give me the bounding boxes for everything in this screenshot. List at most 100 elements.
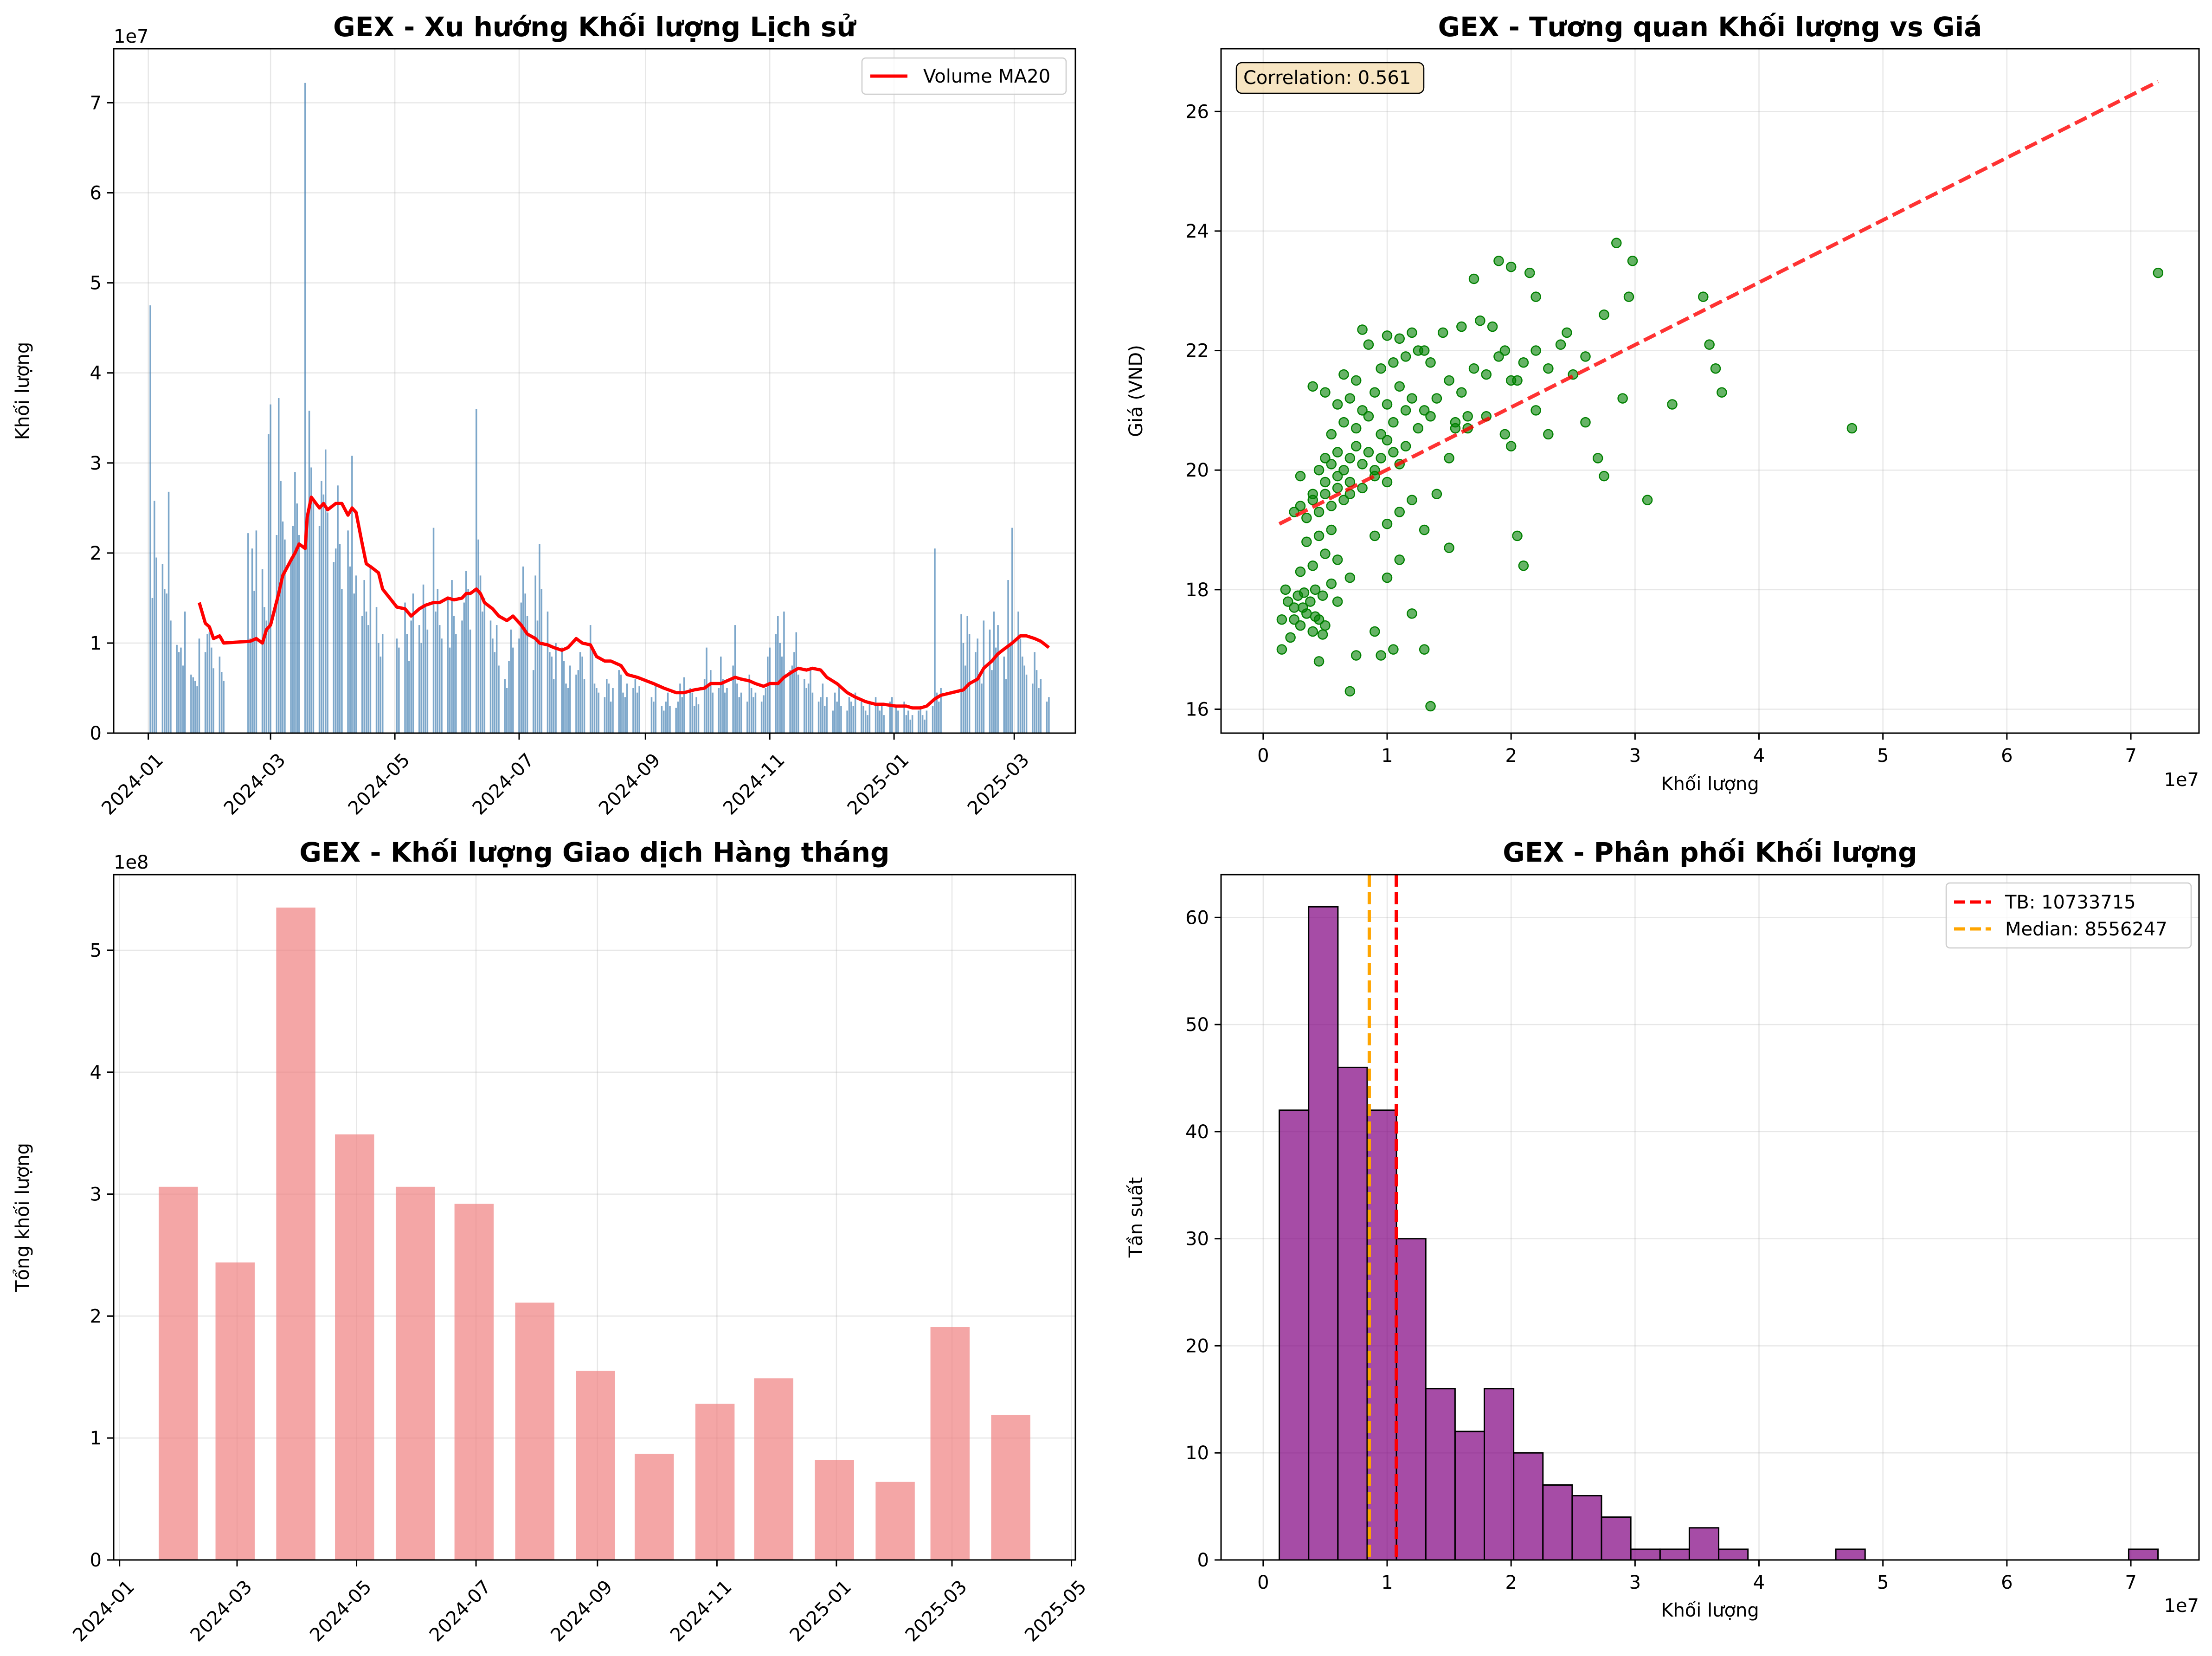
volume-bar [718,688,720,733]
scatter-point [1307,626,1318,637]
volume-bar [451,580,453,733]
scatter-point [1444,375,1454,386]
scatter-point [1437,327,1448,338]
volume-bar [539,544,540,733]
scatter-point [1580,351,1591,362]
scatter-point [1717,387,1727,398]
volume-bar [223,681,225,733]
x-tick-label: 2024-09 [547,1576,617,1646]
monthly-volume-chart: 0 1 2 3 4 5 2024-01 2024-03 2024-05 2024-07 2024-0… [12,837,1091,1646]
histogram-bar [1542,1484,1573,1561]
volume-bar [432,528,435,733]
volume-bar [875,697,877,733]
monthly-bar [395,1186,435,1560]
volume-bar [810,670,811,733]
scatter-point [1710,363,1721,374]
volume-bar [522,566,524,733]
volume-bar [565,683,567,733]
volume-bar [426,629,429,733]
scatter-point [1285,632,1296,643]
volume-bar [767,657,769,733]
volume-bar [381,634,384,733]
volume-bar [653,702,655,733]
volume-bar [608,683,610,733]
volume-bar [361,616,363,733]
volume-bar [447,598,449,733]
scatter-point [1350,650,1362,661]
histogram-bar [1601,1516,1632,1561]
chart-title: GEX - Khối lượng Giao dịch Hàng tháng [299,837,889,868]
volume-bar [1011,528,1013,733]
volume-bar [577,670,579,733]
volume-bar [712,692,714,733]
scatter-point [1382,518,1393,529]
volume-bar [396,638,398,733]
y-tick-label: 6 [90,183,102,204]
volume-bar [791,665,793,733]
histogram-bar [1454,1430,1485,1561]
volume-bar [438,625,441,733]
scatter-point [1400,441,1411,451]
scatter-point [1580,417,1591,428]
volume-bar [589,625,592,733]
volume-bar [219,657,221,733]
scatter-point [1320,489,1331,499]
volume-bar [265,620,268,733]
volume-bar [339,544,341,733]
scatter-point [1394,507,1405,517]
scatter-point [1338,369,1349,380]
volume-bar [795,632,797,733]
x-tick-label: 2024-07 [425,1576,495,1646]
volume-bar [420,643,422,733]
x-tick-label: 1 [1381,1572,1393,1593]
volume-bar [532,670,534,733]
volume-bar [832,710,834,733]
volume-bar [977,638,978,733]
monthly-bar [276,907,315,1560]
volume-bar [783,611,785,733]
x-tick-label: 5 [1877,745,1889,767]
y-tick-label: 7 [90,92,102,114]
y-tick-label: 26 [1185,101,1209,122]
scatter-point [2153,267,2164,278]
volume-bar [675,708,677,733]
volume-bar [465,571,467,733]
volume-bar [732,665,734,733]
volume-bar [695,697,697,733]
histogram-bar [1425,1388,1456,1561]
legend-label-median: Median: 8556247 [2005,919,2167,940]
scatter-point [1307,561,1318,571]
volume-bar [634,679,637,733]
volume-bar [264,607,265,733]
volume-bar [337,485,339,733]
scatter-point [1332,470,1343,482]
scatter-point [1276,644,1287,655]
scatter-point [1623,291,1634,302]
volume-bar [710,670,712,733]
volume-bar [918,710,920,733]
histogram-bar [1630,1548,1661,1561]
scatter-point [1310,584,1321,595]
volume-bar [184,611,186,733]
volume-bar [268,434,270,733]
volume-bar [960,614,962,733]
volume-history-chart: 0 1 2 3 4 5 6 7 2024-01 2024-03 2024-05 2024-07 2024… [12,11,1076,819]
scatter-point [1357,483,1368,494]
volume-bar [569,665,571,733]
scatter-point [1524,267,1535,278]
x-tick-label: 6 [2001,745,2013,767]
volume-bar [170,620,172,733]
x-tick-label: 2025-03 [901,1576,971,1646]
scatter-point [1289,614,1299,625]
volume-bar [897,710,899,733]
volume-bar [549,652,551,733]
volume-bar [167,491,170,733]
volume-bar [777,616,779,733]
scatter-point [1617,393,1628,404]
volume-bar [804,679,805,733]
y-axis-label: Tổng khối lượng [12,1143,33,1292]
monthly-bars [159,907,1030,1560]
volume-bar [1019,638,1022,733]
monthly-bar [215,1262,255,1560]
volume-bar [294,472,296,733]
